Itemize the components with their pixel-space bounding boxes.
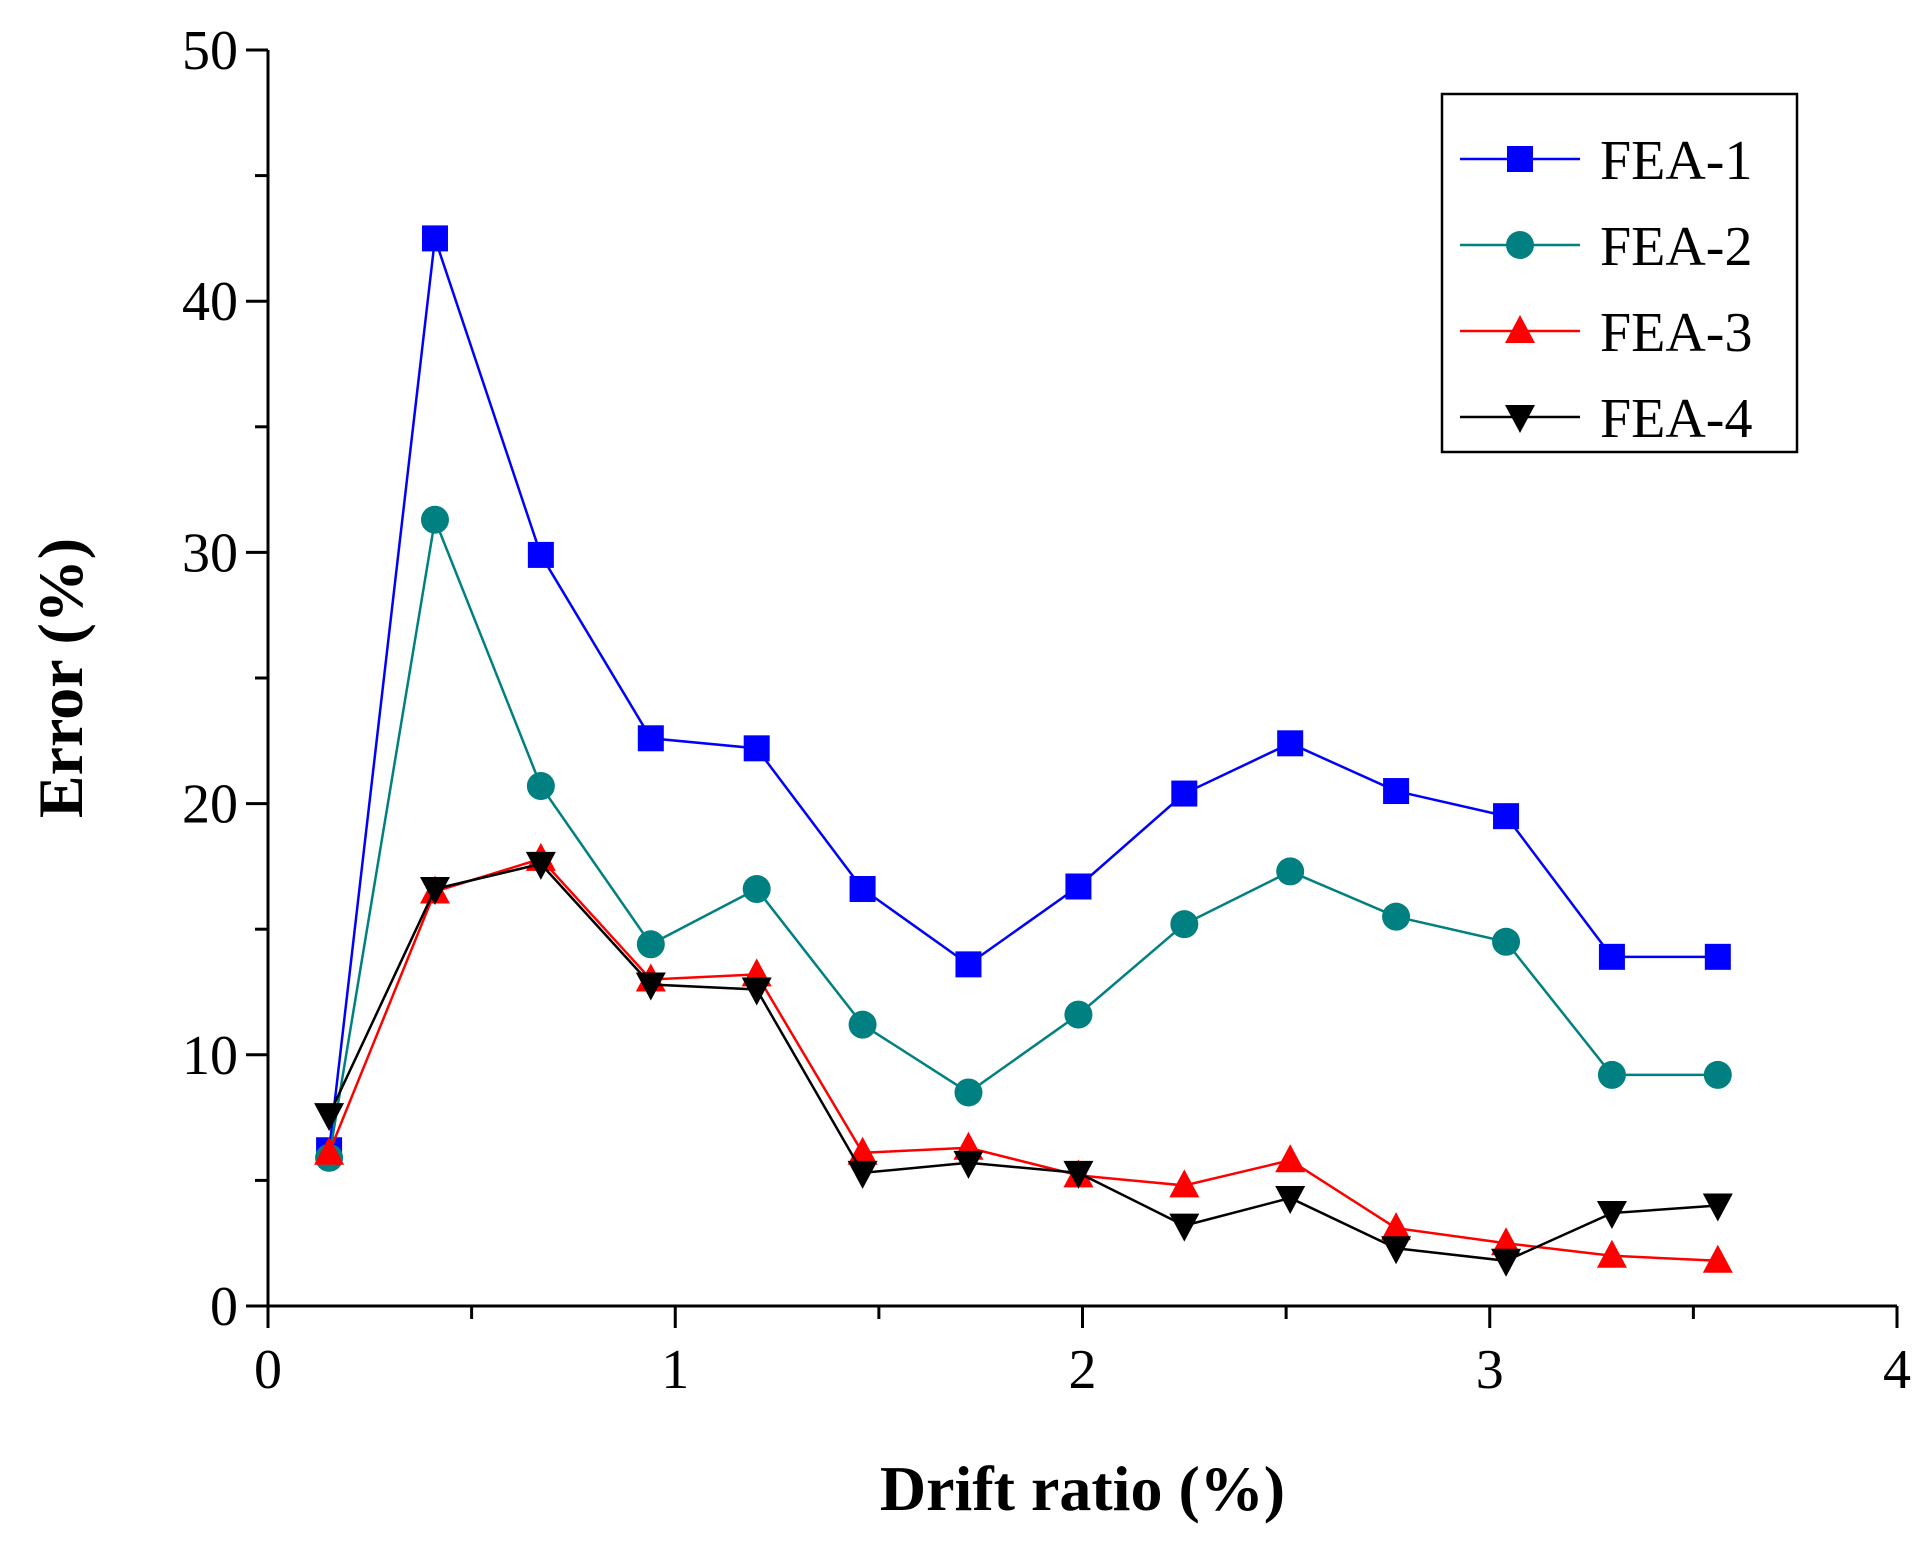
- data-point: [1381, 1212, 1412, 1241]
- data-point: [1275, 1144, 1306, 1173]
- data-point: [1703, 1060, 1732, 1089]
- y-tick-label: 40: [182, 271, 238, 333]
- x-tick-label: 4: [1883, 1339, 1911, 1401]
- series-line: [327, 857, 1718, 1263]
- y-tick-label: 0: [210, 1276, 238, 1338]
- legend-marker: [1505, 315, 1535, 343]
- series-fea-3: [314, 842, 1733, 1273]
- data-point: [419, 877, 450, 906]
- data-point: [527, 541, 554, 568]
- x-axis-title: Drift ratio (%): [880, 1453, 1285, 1524]
- data-point: [314, 1103, 345, 1132]
- data-point: [1383, 778, 1410, 805]
- data-point: [1275, 1185, 1306, 1214]
- data-point: [1702, 1193, 1733, 1222]
- x-tick-label: 0: [254, 1339, 282, 1401]
- data-point: [1491, 1227, 1522, 1256]
- data-point: [954, 1078, 983, 1107]
- series-fea-4: [314, 851, 1733, 1277]
- data-point: [1596, 1201, 1627, 1230]
- data-point: [635, 972, 666, 1001]
- data-point: [526, 772, 555, 801]
- data-point: [1169, 1169, 1200, 1198]
- legend-label: FEA-1: [1600, 130, 1752, 192]
- data-point: [1382, 902, 1411, 931]
- data-point: [1064, 1000, 1093, 1029]
- data-point: [1491, 1248, 1522, 1277]
- x-tick-label: 1: [661, 1339, 689, 1401]
- data-point: [1065, 873, 1092, 900]
- y-tick-label: 30: [182, 522, 238, 584]
- legend-box: [1440, 92, 1799, 454]
- data-point: [742, 875, 771, 904]
- data-point: [848, 1010, 877, 1039]
- data-point: [1169, 1213, 1200, 1242]
- data-point: [314, 1136, 345, 1165]
- data-point: [1171, 780, 1198, 807]
- legend-entry: FEA-3: [1460, 302, 1752, 364]
- data-point: [953, 1150, 984, 1179]
- legend-marker: [1507, 146, 1533, 172]
- series-fea-1: [316, 225, 1731, 1164]
- legend-label: FEA-2: [1600, 216, 1752, 278]
- data-point: [1702, 1244, 1733, 1273]
- data-point: [421, 225, 448, 252]
- y-axis-title: Error (%): [25, 538, 96, 818]
- data-point: [1598, 943, 1625, 970]
- data-point: [847, 1136, 878, 1165]
- series-line: [327, 515, 1718, 1158]
- legend-entry: FEA-4: [1460, 388, 1752, 450]
- data-point: [525, 851, 556, 880]
- series-layer: [314, 225, 1733, 1277]
- legend-label: FEA-4: [1600, 388, 1752, 450]
- x-tick-label: 3: [1476, 1339, 1504, 1401]
- data-point: [637, 725, 664, 752]
- legend: FEA-1 FEA-2 FEA-3 FEA-4: [1440, 92, 1799, 454]
- series-line: [327, 862, 1718, 1263]
- data-point: [955, 951, 982, 978]
- data-point: [636, 930, 665, 959]
- data-point: [1596, 1239, 1627, 1268]
- legend-marker: [1505, 405, 1535, 433]
- data-point: [849, 876, 876, 903]
- y-tick-label: 20: [182, 774, 238, 836]
- legend-entry: FEA-2: [1460, 216, 1752, 278]
- data-point: [1597, 1060, 1626, 1089]
- legend-label: FEA-3: [1600, 302, 1752, 364]
- data-point: [1381, 1236, 1412, 1265]
- data-point: [741, 977, 772, 1006]
- series-line: [327, 238, 1718, 1151]
- series-fea-2: [315, 505, 1732, 1172]
- legend-marker: [1506, 231, 1534, 259]
- legend-entry: FEA-1: [1460, 130, 1752, 192]
- data-point: [1170, 910, 1199, 939]
- y-tick-label: 10: [182, 1025, 238, 1087]
- y-tick-label: 50: [182, 20, 238, 82]
- x-tick-label: 2: [1069, 1339, 1097, 1401]
- data-point: [1493, 803, 1520, 830]
- data-point: [743, 735, 770, 762]
- data-point: [1063, 1160, 1094, 1189]
- data-point: [1704, 943, 1731, 970]
- data-point: [1276, 857, 1305, 886]
- data-point: [420, 505, 449, 534]
- data-point: [847, 1160, 878, 1189]
- data-point: [1277, 730, 1304, 757]
- data-point: [1492, 927, 1521, 956]
